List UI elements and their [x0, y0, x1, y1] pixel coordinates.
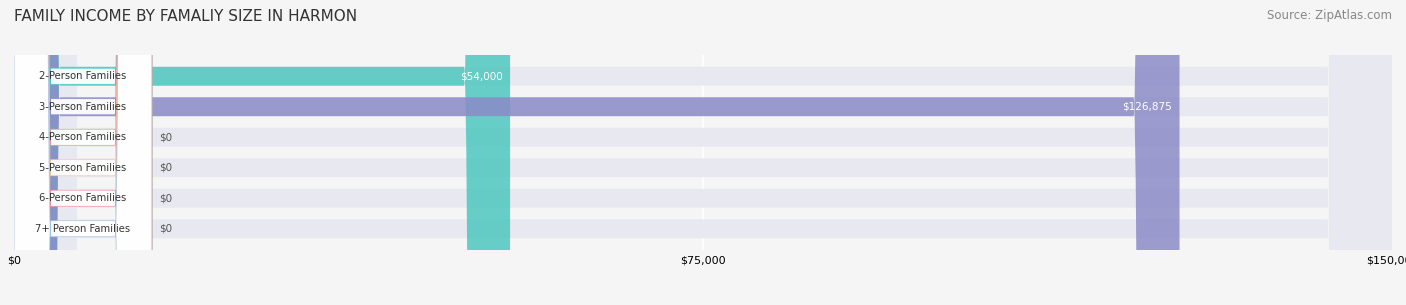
- FancyBboxPatch shape: [14, 0, 1180, 305]
- Text: 3-Person Families: 3-Person Families: [39, 102, 127, 112]
- FancyBboxPatch shape: [14, 0, 1392, 305]
- FancyBboxPatch shape: [14, 0, 1392, 305]
- Text: $0: $0: [159, 193, 173, 203]
- FancyBboxPatch shape: [14, 0, 510, 305]
- Text: $0: $0: [159, 163, 173, 173]
- Text: $54,000: $54,000: [460, 71, 503, 81]
- FancyBboxPatch shape: [14, 0, 1392, 305]
- Text: 4-Person Families: 4-Person Families: [39, 132, 127, 142]
- FancyBboxPatch shape: [14, 0, 152, 305]
- FancyBboxPatch shape: [14, 0, 1392, 305]
- Text: FAMILY INCOME BY FAMALIY SIZE IN HARMON: FAMILY INCOME BY FAMALIY SIZE IN HARMON: [14, 9, 357, 24]
- FancyBboxPatch shape: [14, 0, 152, 305]
- FancyBboxPatch shape: [14, 0, 1392, 305]
- Text: Source: ZipAtlas.com: Source: ZipAtlas.com: [1267, 9, 1392, 22]
- Text: $0: $0: [159, 224, 173, 234]
- FancyBboxPatch shape: [14, 0, 1392, 305]
- FancyBboxPatch shape: [14, 0, 152, 305]
- FancyBboxPatch shape: [14, 0, 152, 305]
- Text: $0: $0: [159, 132, 173, 142]
- Text: 6-Person Families: 6-Person Families: [39, 193, 127, 203]
- Text: 7+ Person Families: 7+ Person Families: [35, 224, 131, 234]
- FancyBboxPatch shape: [14, 0, 152, 305]
- FancyBboxPatch shape: [14, 0, 152, 305]
- Text: 5-Person Families: 5-Person Families: [39, 163, 127, 173]
- Text: 2-Person Families: 2-Person Families: [39, 71, 127, 81]
- Text: $126,875: $126,875: [1122, 102, 1173, 112]
